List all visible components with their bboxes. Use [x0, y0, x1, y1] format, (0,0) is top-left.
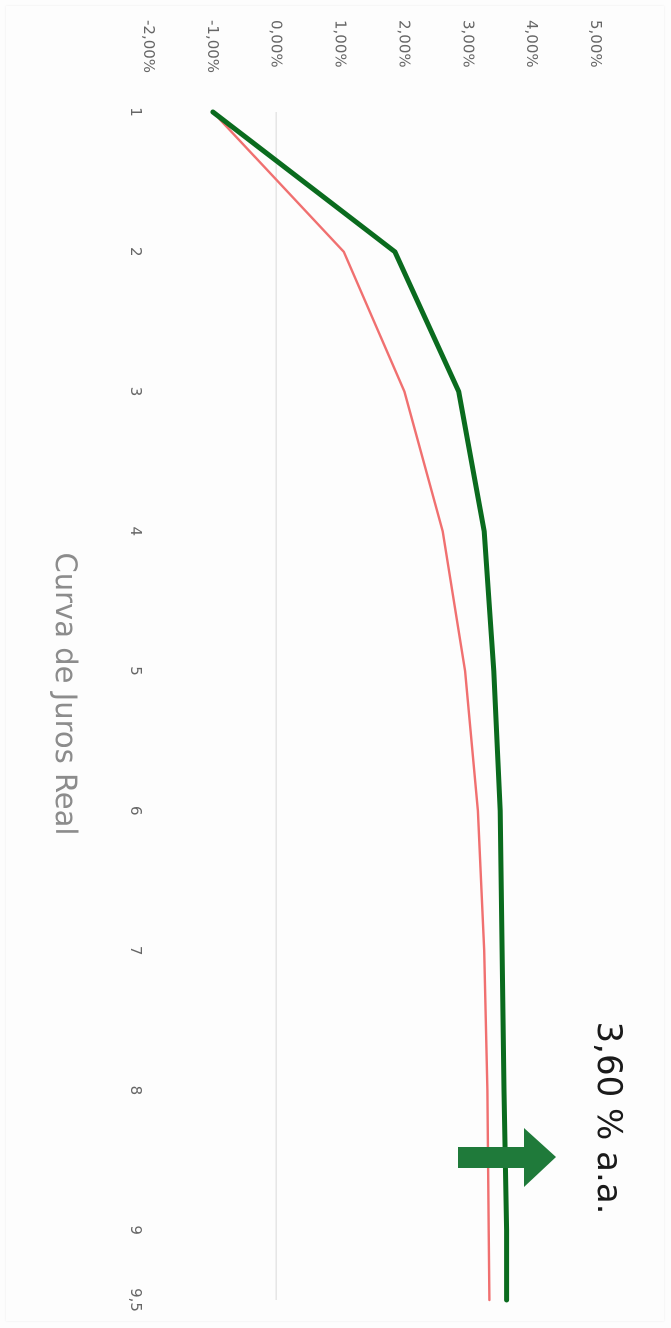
series-layer	[210, 109, 510, 1303]
x-tick-label: 2	[127, 247, 145, 257]
x-tick-label: 3	[127, 387, 145, 397]
right-arrow-icon	[458, 1128, 556, 1187]
y-tick-label: 5,00%	[587, 20, 605, 68]
y-tick-label: 0,00%	[268, 20, 286, 68]
x-tick-label: 1	[127, 107, 145, 117]
y-tick-label: 1,00%	[332, 20, 350, 68]
chart-title: Curva de Juros Real	[49, 553, 83, 836]
y-tick-labels: 5,00% 4,00% 3,00% 2,00% 1,00% 0,00% -1,00% -2,0…	[140, 20, 605, 73]
x-tick-label: 6	[127, 806, 145, 816]
x-tick-label: 9	[127, 1225, 145, 1235]
x-tick-label: 4	[127, 527, 145, 537]
chart-rotated-group: 5,00% 4,00% 3,00% 2,00% 1,00% 0,00% -1,00% -2,0…	[49, 20, 605, 1312]
y-tick-label: 4,00%	[523, 20, 541, 68]
x-tick-label: 8	[127, 1086, 145, 1096]
y-tick-label: -2,00%	[140, 20, 158, 73]
y-tick-label: 3,00%	[459, 20, 477, 68]
x-tick-label: 9,5	[127, 1288, 145, 1312]
y-tick-label: 2,00%	[395, 20, 413, 68]
x-tick-labels: 1 2 3 4 5 6 7 8 9 9,5	[127, 107, 145, 1312]
x-tick-label: 5	[127, 666, 145, 676]
series-line-red	[211, 110, 491, 1302]
annotation-label: 3,60 % a.a.	[589, 1022, 629, 1215]
y-tick-label: -1,00%	[204, 20, 222, 73]
annotation: 3,60 % a.a.	[458, 1022, 629, 1215]
x-tick-label: 7	[127, 946, 145, 956]
